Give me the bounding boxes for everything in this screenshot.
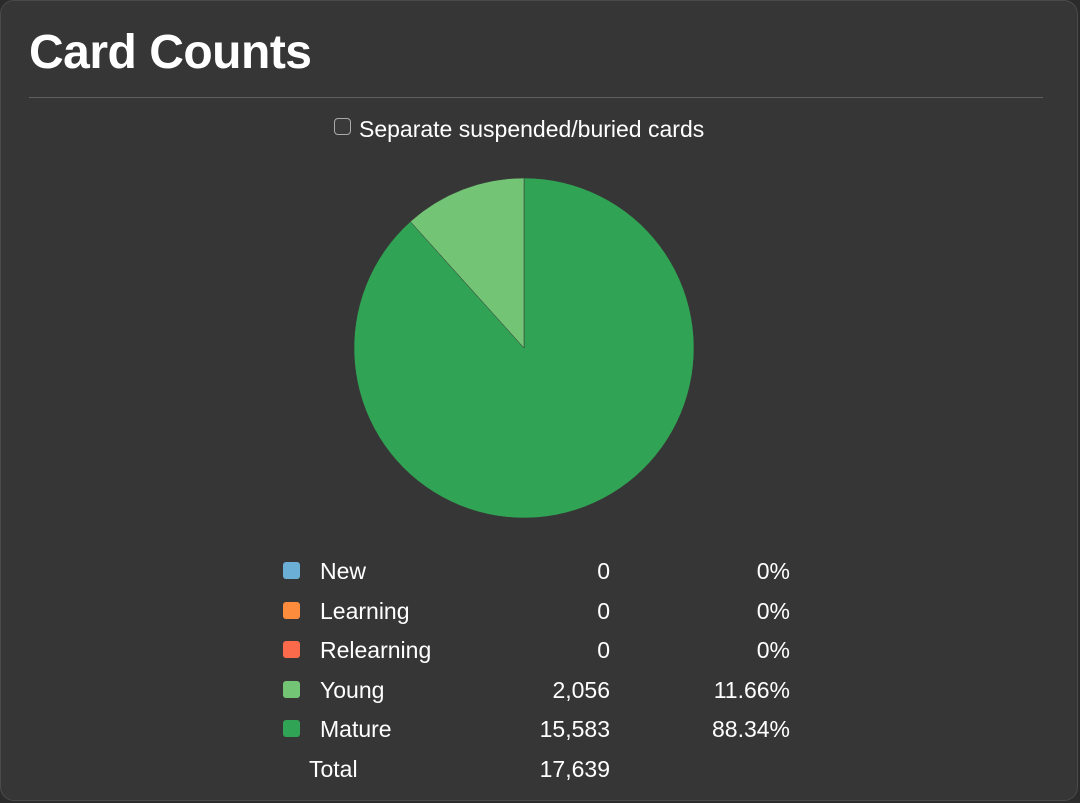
legend-row-relearning: Relearning 0 0% [281, 632, 801, 672]
legend-row-total: Total 17,639 [281, 751, 801, 791]
legend-count-mature: 15,583 [539, 716, 610, 742]
legend-count-relearning: 0 [597, 637, 610, 663]
legend-pct-mature: 88.34% [711, 716, 790, 742]
legend-total-count: 17,639 [539, 755, 610, 782]
legend-total-label: Total [309, 755, 358, 782]
card-counts-legend: New 0 0% Learning 0 0% Relearning 0 0% Y… [281, 553, 801, 790]
legend-pct-learning: 0% [756, 597, 790, 624]
legend-row-new: New 0 0% [281, 553, 801, 593]
title-divider [29, 97, 1043, 98]
legend-label-mature: Mature [320, 716, 392, 742]
page-title: Card Counts [29, 26, 312, 79]
separate-suspended-label: Separate suspended/buried cards [359, 116, 705, 142]
pie-slice-young[interactable] [409, 177, 525, 349]
legend-pct-relearning: 0% [756, 637, 790, 663]
swatch-learning [283, 601, 300, 619]
legend-label-learning: Learning [320, 597, 410, 624]
swatch-mature [283, 720, 300, 737]
legend-pct-new: 0% [756, 558, 790, 584]
swatch-relearning [283, 641, 300, 658]
legend-row-mature: Mature 15,583 88.34% [281, 711, 801, 751]
swatch-young [283, 680, 300, 698]
legend-label-young: Young [320, 676, 385, 703]
legend-count-new: 0 [597, 558, 610, 584]
separate-suspended-toggle[interactable]: Separate suspended/buried cards [334, 114, 704, 144]
legend-row-learning: Learning 0 0% [281, 593, 801, 633]
legend-label-relearning: Relearning [320, 637, 432, 663]
legend-count-young: 2,056 [552, 676, 610, 703]
legend-row-young: Young 2,056 11.66% [281, 672, 801, 712]
card-counts-pie-chart [353, 177, 695, 519]
swatch-new [283, 562, 300, 579]
legend-pct-young: 11.66% [713, 676, 790, 703]
separate-suspended-checkbox[interactable] [334, 117, 351, 135]
legend-count-learning: 0 [597, 597, 610, 624]
legend-label-new: New [320, 558, 367, 584]
